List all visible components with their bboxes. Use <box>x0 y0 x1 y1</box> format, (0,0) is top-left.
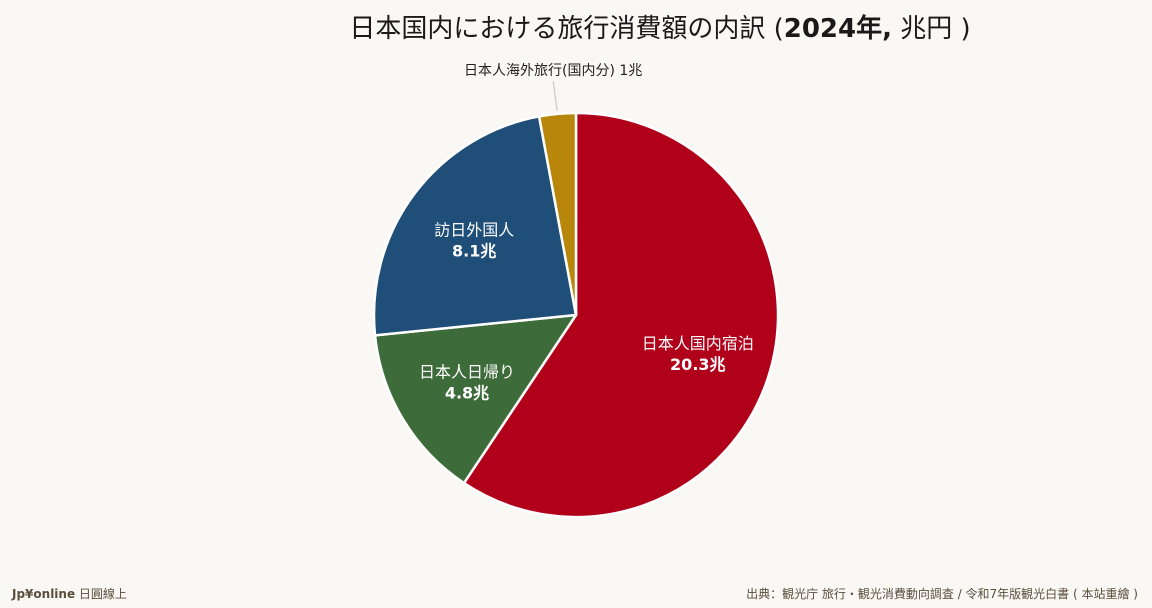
footer-brand-sub: 日圓線上 <box>75 587 127 601</box>
chart-title-unit: 兆円 ) <box>892 14 971 44</box>
chart-title-year: 2024 <box>783 14 857 44</box>
chart-title-tail: 年, <box>856 14 892 44</box>
pie-slice-1 <box>373 313 578 485</box>
pie-slice-2 <box>372 115 578 337</box>
slice-value-0: 20.3兆 <box>670 355 725 374</box>
chart-title: 日本国内における旅行消費額の内訳 (2024年, 兆円 ) <box>0 8 1152 45</box>
slice-label-1: 日本人日帰り <box>419 363 515 382</box>
slice-label-0: 日本人国内宿泊 <box>642 334 754 353</box>
slice-value-2: 8.1兆 <box>452 242 496 261</box>
slice-label-2: 訪日外国人 <box>434 221 514 240</box>
leader-line-3 <box>552 80 558 111</box>
slice-outside-label-3: 日本人海外旅行(国内分) 1兆 <box>464 63 642 79</box>
pie-slice-3 <box>537 111 578 317</box>
footer-source: 出典：観光庁 旅行・観光消費動向調査 / 令和7年版観光白書 ( 本站重繪 ) <box>746 587 1138 601</box>
slice-value-1: 4.8兆 <box>445 384 489 403</box>
pie-slice-0 <box>462 111 780 519</box>
footer-brand: Jp¥online 日圓線上 <box>12 585 127 602</box>
chart-title-main: 日本国内における旅行消費額の内訳 ( <box>349 14 784 44</box>
footer-brand-name: Jp¥online <box>12 587 76 601</box>
